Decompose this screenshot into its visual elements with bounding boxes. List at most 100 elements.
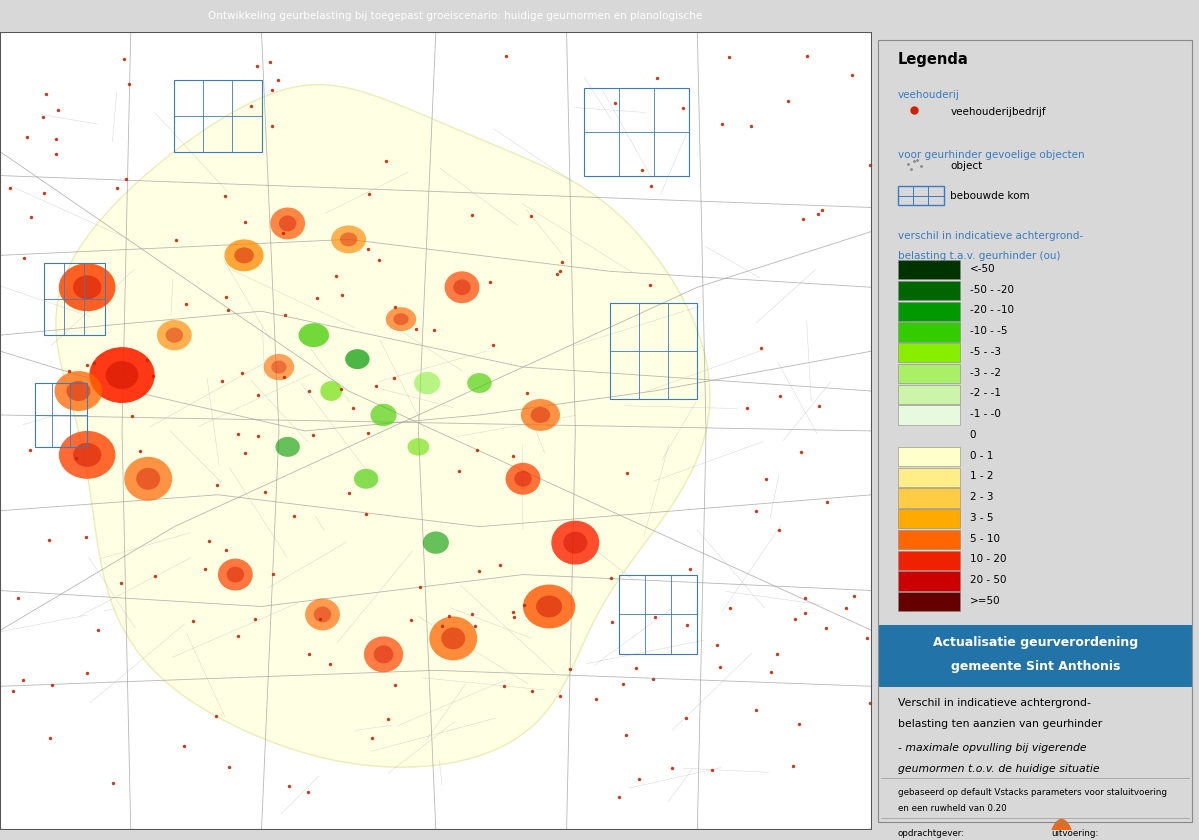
Point	[78, 358, 97, 371]
Ellipse shape	[66, 381, 90, 401]
Text: -5 - -3: -5 - -3	[970, 347, 1001, 357]
Text: 1 - 2: 1 - 2	[970, 471, 993, 481]
Point	[752, 341, 771, 354]
Point	[22, 210, 41, 223]
Ellipse shape	[73, 443, 102, 467]
Point	[332, 288, 351, 302]
Text: voor geurhinder gevoelige objecten: voor geurhinder gevoelige objecten	[898, 150, 1084, 160]
Point	[207, 479, 227, 492]
Point	[174, 739, 193, 753]
Ellipse shape	[468, 373, 492, 393]
Text: gemeente Sint Anthonis: gemeente Sint Anthonis	[951, 660, 1120, 673]
Text: -50 - -20: -50 - -20	[970, 285, 1014, 295]
Point	[144, 370, 163, 383]
Point	[448, 465, 468, 478]
Point	[206, 710, 225, 723]
Point	[49, 103, 68, 117]
Point	[496, 49, 516, 62]
Point	[737, 401, 757, 414]
Ellipse shape	[520, 399, 560, 431]
Point	[463, 208, 482, 222]
Point	[742, 118, 761, 132]
Text: <-50: <-50	[970, 264, 995, 274]
Point	[326, 270, 345, 283]
Ellipse shape	[137, 468, 161, 490]
Bar	[43, 264, 104, 335]
Point	[263, 84, 282, 97]
Point	[410, 580, 429, 594]
Point	[216, 543, 235, 557]
Point	[176, 297, 195, 311]
Point	[406, 323, 426, 336]
Text: 0 - 1: 0 - 1	[970, 450, 993, 460]
Point	[641, 180, 661, 193]
Point	[362, 732, 381, 745]
Point	[560, 662, 579, 675]
Bar	[898, 530, 960, 549]
Point	[626, 661, 645, 675]
Text: 0: 0	[970, 430, 976, 440]
Point	[703, 764, 722, 777]
Text: 2 - 3: 2 - 3	[970, 492, 993, 502]
Ellipse shape	[423, 532, 448, 554]
Text: object: object	[951, 161, 982, 171]
Ellipse shape	[54, 371, 102, 411]
Circle shape	[1055, 834, 1068, 840]
Point	[505, 610, 524, 623]
Ellipse shape	[354, 469, 379, 489]
Point	[303, 428, 323, 441]
Point	[215, 189, 234, 202]
Text: geumormen t.o.v. de huidige situatie: geumormen t.o.v. de huidige situatie	[898, 764, 1099, 774]
Point	[842, 68, 861, 81]
Text: Actualisatie geurverordening: Actualisatie geurverordening	[933, 636, 1138, 649]
Polygon shape	[56, 85, 710, 767]
Point	[183, 614, 203, 627]
Point	[246, 612, 265, 625]
Point	[770, 389, 789, 402]
Point	[112, 576, 131, 590]
Point	[145, 569, 164, 582]
Text: >=50: >=50	[970, 596, 1000, 606]
Ellipse shape	[299, 323, 329, 347]
Point	[167, 234, 186, 247]
Point	[89, 623, 108, 637]
Point	[248, 388, 267, 402]
Point	[757, 472, 776, 486]
Point	[632, 163, 651, 176]
Ellipse shape	[224, 239, 264, 271]
Point	[790, 717, 809, 731]
Point	[359, 242, 378, 255]
Ellipse shape	[157, 320, 192, 350]
Ellipse shape	[270, 207, 305, 239]
Point	[284, 510, 303, 523]
Point	[836, 601, 855, 615]
Bar	[898, 551, 960, 570]
Point	[308, 291, 327, 305]
Ellipse shape	[227, 567, 245, 583]
Ellipse shape	[393, 313, 409, 325]
Ellipse shape	[59, 431, 115, 479]
Point	[663, 761, 682, 774]
Ellipse shape	[341, 233, 357, 246]
Ellipse shape	[59, 264, 115, 311]
Point	[242, 100, 261, 113]
Text: -2 - -1: -2 - -1	[970, 388, 1001, 398]
Ellipse shape	[564, 532, 588, 554]
Point	[616, 728, 635, 742]
Point	[439, 609, 458, 622]
Point	[795, 591, 814, 605]
Bar	[898, 302, 960, 321]
Point	[195, 562, 215, 575]
Bar	[619, 575, 698, 654]
Point	[37, 87, 56, 101]
Point	[235, 216, 254, 229]
Text: - maximale opvulling bij vigerende: - maximale opvulling bij vigerende	[898, 743, 1086, 753]
Point	[617, 467, 637, 480]
Point	[311, 612, 330, 626]
Point	[779, 95, 799, 108]
Point	[359, 426, 378, 439]
Point	[712, 117, 731, 130]
Point	[385, 371, 404, 385]
Ellipse shape	[536, 596, 562, 617]
Ellipse shape	[331, 225, 366, 254]
